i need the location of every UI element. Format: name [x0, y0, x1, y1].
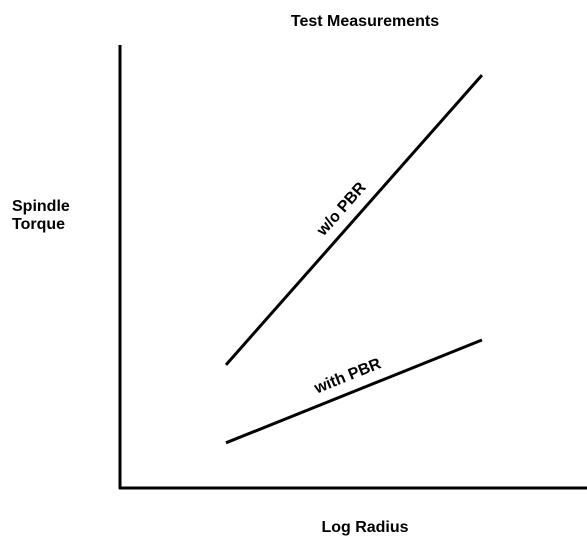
line	[224, 74, 484, 366]
x-axis-label: Log Radius	[321, 519, 408, 536]
series-label: with PBR	[311, 355, 384, 397]
y-axis-label: Spindle Torque	[12, 198, 70, 233]
line	[225, 338, 483, 445]
chart-title: Test Measurements	[291, 13, 439, 30]
